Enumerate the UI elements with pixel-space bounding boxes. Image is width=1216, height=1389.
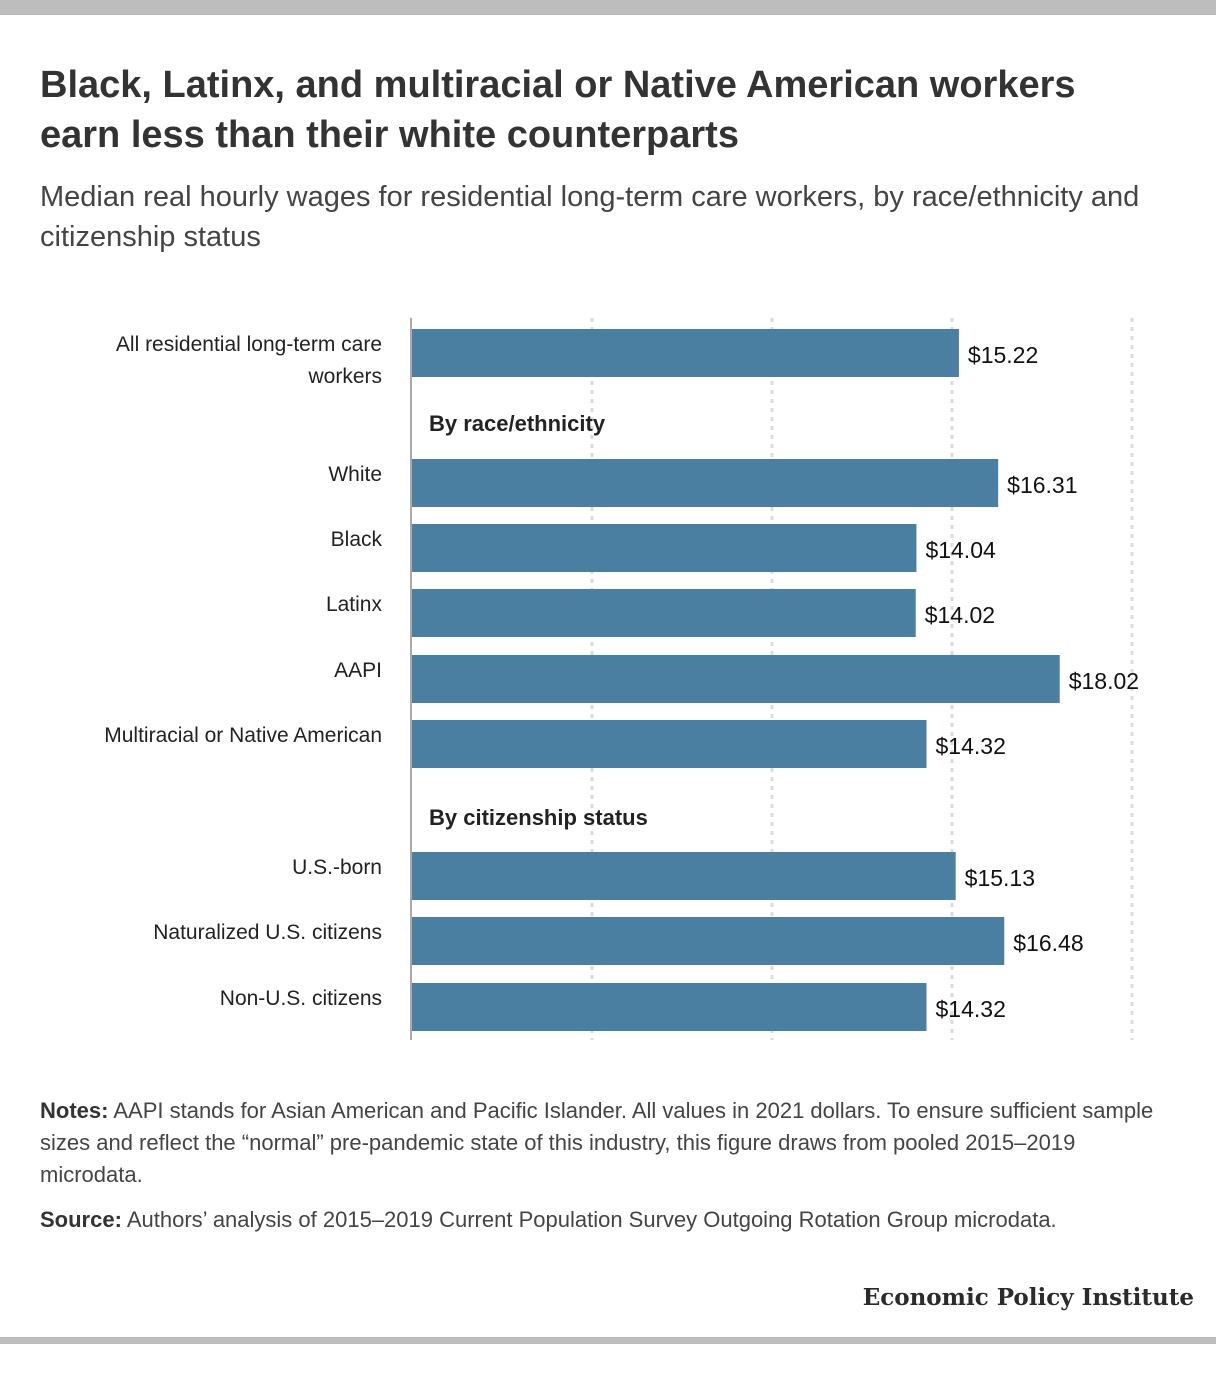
bar-chart: $15.22 All residential long-term care work… <box>104 318 1139 1040</box>
category-label: Non-U.S. citizens <box>220 987 382 1010</box>
category-label: Naturalized U.S. citizens <box>153 921 382 944</box>
bar <box>411 655 1060 703</box>
bar-value-label: $18.02 <box>1069 668 1139 694</box>
bar <box>411 329 959 377</box>
brand-logo: Economic Policy Institute <box>862 1284 1194 1311</box>
bar <box>411 852 956 900</box>
bar-value-label: $14.02 <box>925 602 995 628</box>
bar-value-label: $16.48 <box>1013 930 1083 956</box>
group-heading: By race/ethnicity <box>429 411 606 436</box>
group-heading: By citizenship status <box>429 805 648 830</box>
source-label: Source: <box>40 1207 122 1232</box>
chart-title: Black, Latinx, and multiracial or Native… <box>40 64 1076 156</box>
notes-text: AAPI stands for Asian American and Pacif… <box>40 1098 1154 1187</box>
category-label: AAPI <box>334 659 382 682</box>
category-label: White <box>328 463 382 486</box>
bar-value-label: $14.04 <box>925 537 996 563</box>
bar <box>411 589 916 637</box>
source-text: Authors’ analysis of 2015–2019 Current P… <box>121 1207 1057 1232</box>
bar-value-label: $15.22 <box>968 342 1038 368</box>
category-label: Latinx <box>326 593 383 616</box>
chart-subtitle: Median real hourly wages for residential… <box>40 181 1140 253</box>
bar <box>411 524 917 572</box>
bar-value-label: $16.31 <box>1007 472 1077 498</box>
notes: Notes: AAPI stands for Asian American an… <box>40 1095 1170 1191</box>
bar <box>411 720 927 768</box>
bar <box>411 983 927 1031</box>
bar <box>411 459 999 507</box>
category-label: Black <box>331 528 383 551</box>
top-rule <box>0 0 1216 15</box>
bar-value-label: $15.13 <box>965 865 1035 891</box>
category-label: workers <box>307 365 382 388</box>
category-label: All residential long-term care <box>116 333 382 356</box>
bottom-rule <box>0 1337 1216 1344</box>
bar-value-label: $14.32 <box>936 733 1006 759</box>
bar <box>411 917 1005 965</box>
category-label: U.S.-born <box>292 856 382 879</box>
notes-label: Notes: <box>40 1098 109 1123</box>
source: Source: Authors’ analysis of 2015–2019 C… <box>40 1204 1170 1236</box>
category-label: Multiracial or Native American <box>104 724 382 747</box>
bar-value-label: $14.32 <box>936 996 1006 1022</box>
